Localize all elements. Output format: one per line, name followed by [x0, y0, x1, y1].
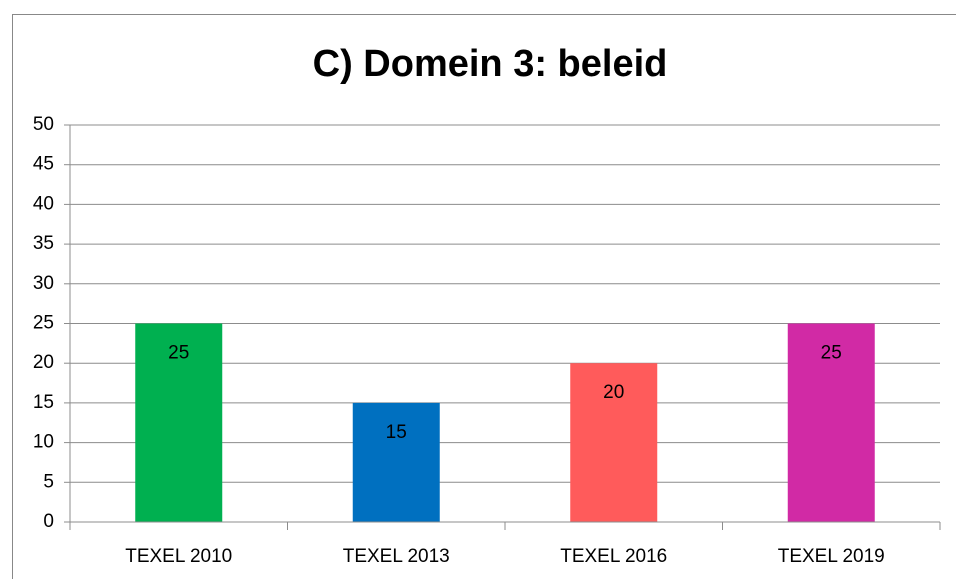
bar [352, 402, 440, 522]
y-tick-label: 0 [43, 511, 54, 532]
y-tick-label: 15 [33, 392, 54, 413]
y-tick-label: 30 [33, 273, 54, 294]
bar [135, 323, 223, 522]
y-tick-label: 10 [33, 432, 54, 453]
data-label: 25 [821, 343, 842, 364]
y-tick-label: 20 [33, 352, 54, 373]
bar [787, 323, 875, 522]
x-tick-label: TEXEL 2016 [560, 546, 667, 567]
y-tick-label: 25 [33, 313, 54, 334]
data-label: 25 [168, 343, 189, 364]
x-tick-label: TEXEL 2013 [343, 546, 450, 567]
data-label: 20 [603, 382, 624, 403]
y-tick-label: 40 [33, 193, 54, 214]
y-tick-label: 35 [33, 233, 54, 254]
chart-title: C) Domein 3: beleid [313, 43, 668, 85]
y-tick-label: 5 [43, 471, 54, 492]
x-tick-label: TEXEL 2019 [778, 546, 885, 567]
data-label: 15 [386, 422, 407, 443]
y-tick-label: 45 [33, 154, 54, 175]
x-tick-label: TEXEL 2010 [125, 546, 232, 567]
bar [570, 363, 658, 522]
y-tick-label: 50 [33, 114, 54, 135]
